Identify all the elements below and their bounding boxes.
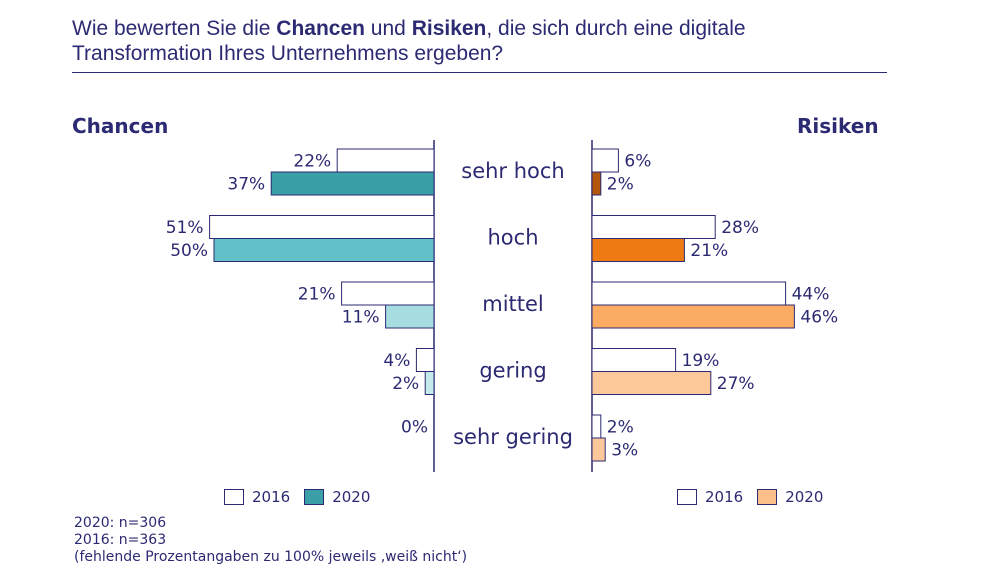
data-label-chancen-2020: 37% (227, 175, 265, 195)
data-label-risiken-2020: 3% (611, 441, 638, 461)
bar-risiken-2016 (591, 281, 787, 306)
title-bold-chancen: Chancen (276, 17, 365, 40)
bar-chancen-2016 (209, 215, 435, 239)
title-part2: und (364, 17, 412, 40)
title-part1: Wie bewerten Sie die (72, 17, 277, 40)
chart-title: Wie bewerten Sie die Chancen und Risiken… (72, 16, 892, 66)
bar-risiken-2016 (591, 148, 619, 173)
bar-risiken-2016 (591, 414, 602, 439)
footnote-n-2016: 2016: n=363 (74, 532, 167, 548)
data-label-risiken-2016: 6% (624, 152, 651, 172)
footnote: 2020: n=306 2016: n=363 (fehlende Prozen… (74, 515, 467, 566)
bar-risiken-2020 (591, 238, 685, 262)
panel-title-risiken: Risiken (797, 114, 879, 138)
legend-label-2016: 2016 (252, 488, 291, 506)
legend-chancen: 2016 2020 (224, 488, 384, 506)
bar-chancen-2016 (415, 348, 435, 372)
data-label-chancen-2016: 22% (293, 152, 331, 172)
footnote-n-2020: 2020: n=306 (74, 515, 167, 531)
title-line2: Transformation Ihres Unternehmens ergebe… (72, 42, 504, 65)
data-label-chancen-2016: 0% (401, 418, 428, 438)
legend-label-2016: 2016 (705, 488, 744, 506)
legend-label-2020: 2020 (785, 488, 824, 506)
bar-risiken-2020 (591, 437, 606, 462)
data-label-risiken-2020: 2% (607, 175, 634, 195)
legend-swatch-2016 (224, 489, 244, 505)
data-label-risiken-2016: 2% (607, 418, 634, 438)
category-label: gering (479, 359, 546, 383)
legend-swatch-2020 (304, 489, 325, 505)
data-label-risiken-2016: 19% (682, 351, 720, 371)
category-label: sehr hoch (461, 159, 565, 183)
bar-chancen-2020 (385, 304, 435, 329)
category-label: hoch (487, 226, 538, 250)
data-label-risiken-2016: 44% (792, 285, 830, 305)
title-bold-risiken: Risiken (411, 17, 487, 40)
bar-risiken-2020 (591, 304, 795, 329)
legend-label-2020: 2020 (332, 488, 371, 506)
data-label-chancen-2016: 21% (298, 285, 336, 305)
bar-chancen-2016 (336, 148, 435, 173)
bar-risiken-2020 (591, 371, 712, 395)
data-label-chancen-2020: 11% (342, 308, 380, 328)
bar-risiken-2016 (591, 215, 716, 239)
legend-risiken: 2016 2020 (677, 488, 837, 506)
data-label-chancen-2020: 2% (392, 374, 419, 394)
bar-chancen-2020 (213, 238, 435, 262)
panel-title-chancen: Chancen (72, 114, 169, 138)
bar-chancen-2016 (341, 281, 435, 306)
data-label-chancen-2020: 50% (170, 241, 208, 261)
data-label-risiken-2016: 28% (721, 218, 759, 238)
legend-swatch-2016 (677, 489, 697, 505)
bar-chancen-2020 (424, 371, 435, 395)
title-divider (72, 72, 887, 73)
bar-risiken-2020 (591, 171, 602, 196)
data-label-chancen-2016: 4% (383, 351, 410, 371)
bar-risiken-2016 (591, 348, 677, 372)
legend-swatch-2020 (757, 489, 778, 505)
category-label: mittel (482, 292, 544, 316)
bar-chancen-2020 (270, 171, 435, 196)
data-label-risiken-2020: 21% (690, 241, 728, 261)
data-label-chancen-2016: 51% (166, 218, 204, 238)
data-label-risiken-2020: 27% (717, 374, 755, 394)
category-label: sehr gering (453, 425, 573, 449)
title-part3: , die sich durch eine digitale (486, 17, 746, 40)
footnote-note: (fehlende Prozentangaben zu 100% jeweils… (74, 549, 468, 565)
data-label-risiken-2020: 46% (800, 308, 838, 328)
